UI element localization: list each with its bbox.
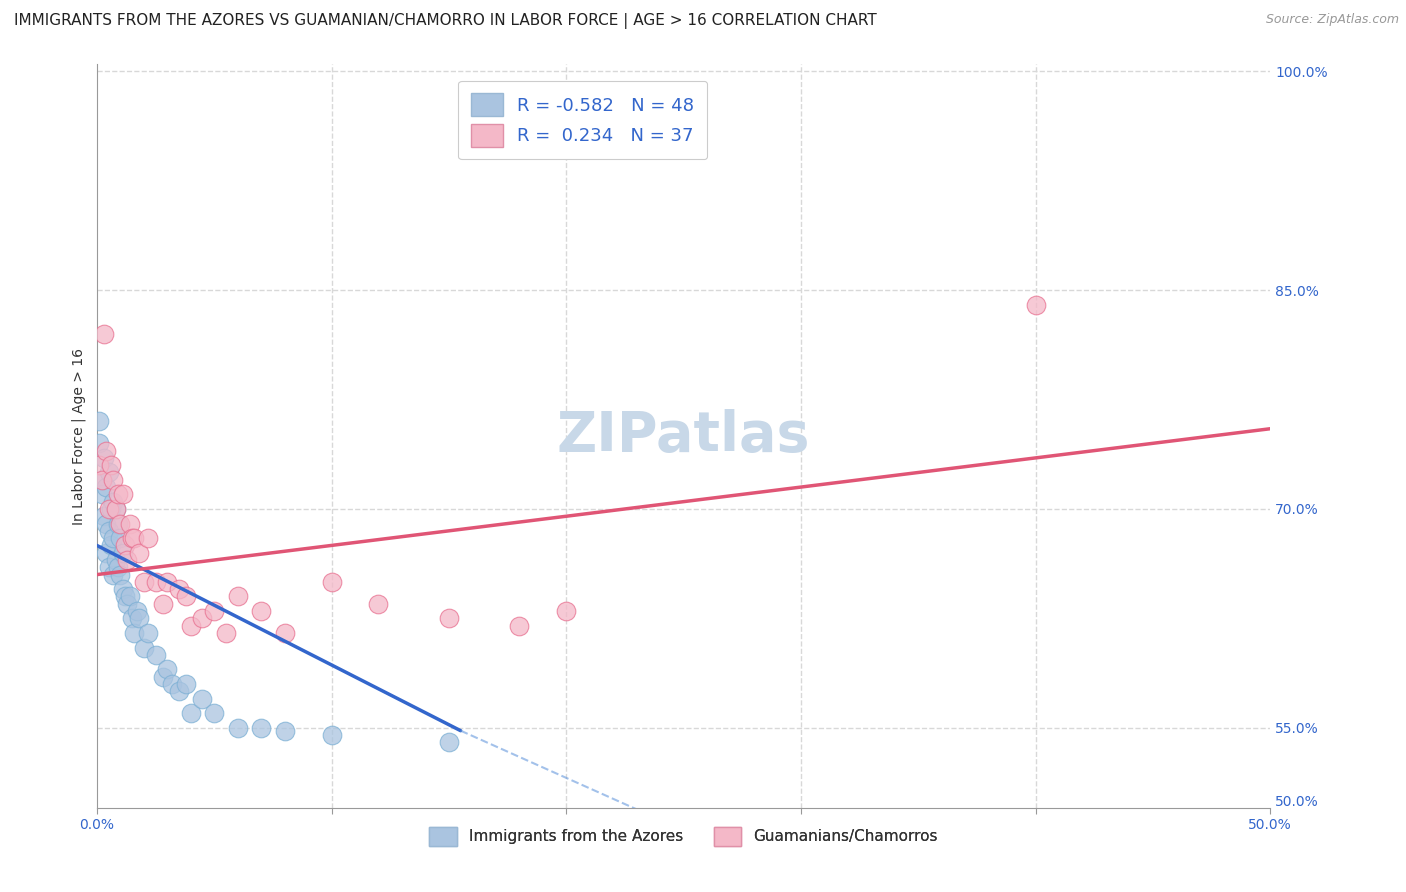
Point <box>110 516 132 531</box>
Point <box>100 458 122 473</box>
Point <box>90 473 112 487</box>
Point <box>107 560 129 574</box>
Point <box>111 582 134 597</box>
Point <box>100 538 122 552</box>
Point <box>111 546 134 560</box>
Point <box>97 502 120 516</box>
Point <box>96 546 118 560</box>
Point <box>180 618 202 632</box>
Text: IMMIGRANTS FROM THE AZORES VS GUAMANIAN/CHAMORRO IN LABOR FORCE | AGE > 16 CORRE: IMMIGRANTS FROM THE AZORES VS GUAMANIAN/… <box>14 13 877 29</box>
Point <box>107 487 129 501</box>
Point <box>124 531 146 545</box>
Point <box>555 604 578 618</box>
Point <box>103 531 125 545</box>
Point <box>125 604 148 618</box>
Point <box>1025 298 1047 312</box>
Point <box>97 560 120 574</box>
Point <box>103 494 125 508</box>
Point <box>93 509 115 524</box>
Point <box>107 516 129 531</box>
Point <box>100 502 122 516</box>
Point <box>128 546 150 560</box>
Text: ZIPatlas: ZIPatlas <box>557 409 810 463</box>
Point <box>273 626 295 640</box>
Point <box>138 531 160 545</box>
Point <box>215 626 238 640</box>
Point <box>104 502 127 516</box>
Point <box>437 611 460 625</box>
Point <box>104 502 127 516</box>
Point <box>321 728 343 742</box>
Point <box>160 677 183 691</box>
Point <box>180 706 202 721</box>
Point <box>103 473 125 487</box>
Point <box>321 574 343 589</box>
Point <box>104 553 127 567</box>
Point <box>367 597 389 611</box>
Point <box>152 670 174 684</box>
Point <box>226 721 249 735</box>
Point <box>128 611 150 625</box>
Point <box>96 516 118 531</box>
Point <box>111 487 134 501</box>
Point <box>202 706 225 721</box>
Point <box>110 531 132 545</box>
Legend: Immigrants from the Azores, Guamanians/Chamorros: Immigrants from the Azores, Guamanians/C… <box>423 821 943 853</box>
Point <box>250 721 273 735</box>
Point <box>118 516 141 531</box>
Point <box>191 611 214 625</box>
Text: Source: ZipAtlas.com: Source: ZipAtlas.com <box>1265 13 1399 27</box>
Point <box>167 684 190 698</box>
Point <box>191 691 214 706</box>
Point <box>93 450 115 465</box>
Point <box>132 640 155 655</box>
Point <box>121 531 143 545</box>
Point <box>273 723 295 738</box>
Point <box>174 677 197 691</box>
Y-axis label: In Labor Force | Age > 16: In Labor Force | Age > 16 <box>72 348 86 524</box>
Point <box>152 597 174 611</box>
Point <box>156 574 179 589</box>
Point <box>138 626 160 640</box>
Point <box>90 487 112 501</box>
Point <box>226 590 249 604</box>
Point <box>167 582 190 597</box>
Point <box>90 473 112 487</box>
Point <box>508 618 530 632</box>
Point <box>145 648 167 662</box>
Point <box>89 458 111 473</box>
Point <box>250 604 273 618</box>
Point <box>93 326 115 341</box>
Point <box>97 524 120 538</box>
Point <box>118 590 141 604</box>
Point <box>96 443 118 458</box>
Point <box>89 414 111 428</box>
Point <box>110 567 132 582</box>
Point <box>117 597 139 611</box>
Point <box>121 611 143 625</box>
Point <box>437 735 460 749</box>
Point <box>117 553 139 567</box>
Point <box>97 466 120 480</box>
Point <box>156 662 179 676</box>
Point <box>124 626 146 640</box>
Point <box>114 538 136 552</box>
Point <box>103 567 125 582</box>
Point <box>145 574 167 589</box>
Point <box>96 480 118 494</box>
Point <box>174 590 197 604</box>
Point <box>132 574 155 589</box>
Point <box>89 436 111 450</box>
Point <box>114 590 136 604</box>
Point <box>202 604 225 618</box>
